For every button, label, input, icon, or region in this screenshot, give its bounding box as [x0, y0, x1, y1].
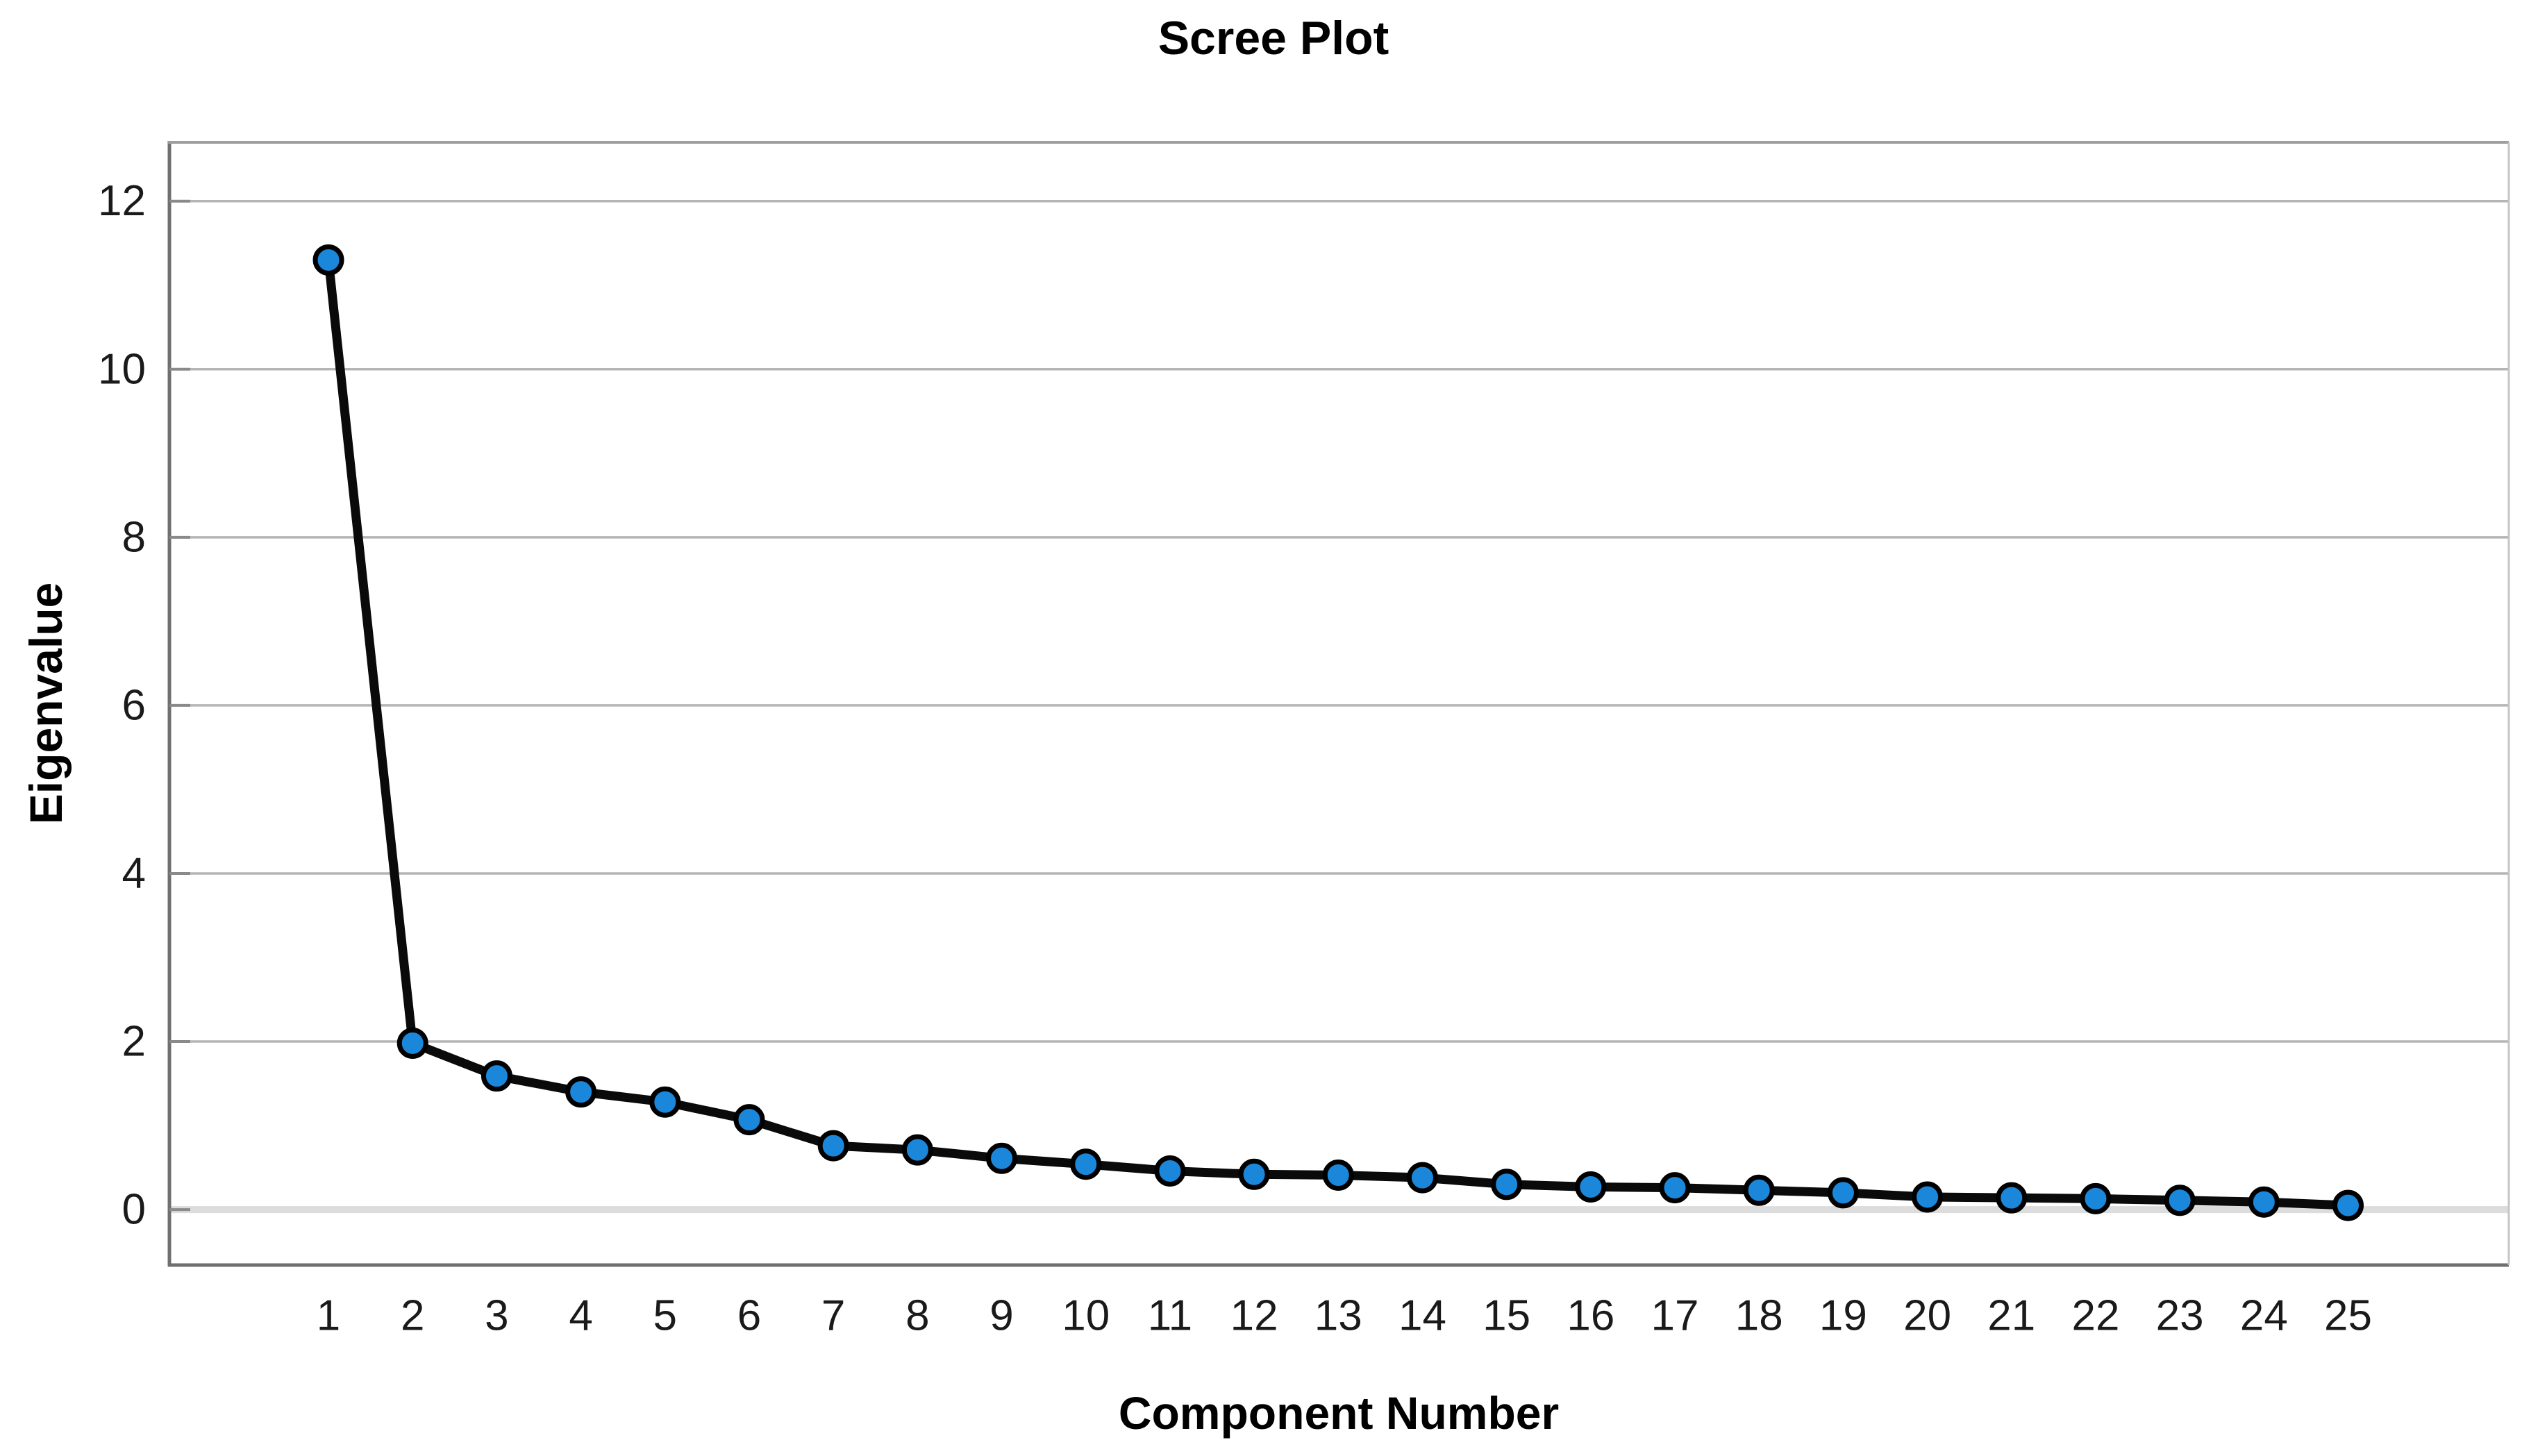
data-point-marker: [733, 1104, 765, 1136]
y-tick-label: 4: [122, 849, 146, 897]
x-tick-label: 14: [1398, 1292, 1446, 1340]
x-tick-label: 3: [485, 1292, 508, 1340]
chart-title: Scree Plot: [1158, 12, 1389, 65]
x-tick-label: 10: [1062, 1292, 1110, 1340]
data-point-marker: [1154, 1155, 1186, 1187]
x-tick-label: 21: [1987, 1292, 2035, 1340]
x-tick-label: 1: [317, 1292, 340, 1340]
x-tick-label: 11: [1148, 1292, 1192, 1340]
x-tick-label: 25: [2324, 1292, 2372, 1340]
data-point-marker: [2164, 1185, 2196, 1216]
data-point-marker: [1322, 1159, 1354, 1191]
x-axis-title: Component Number: [1119, 1387, 1559, 1439]
data-point-marker: [1996, 1182, 2028, 1214]
y-tick-label: 6: [122, 681, 146, 729]
x-tick-label: 13: [1314, 1292, 1362, 1340]
x-tick-label: 24: [2240, 1292, 2288, 1340]
data-point-marker: [312, 244, 344, 276]
data-line: [324, 255, 2353, 1210]
x-tick-label: 9: [989, 1292, 1013, 1340]
x-tick-label: 16: [1567, 1292, 1614, 1340]
x-tick-label: 22: [2071, 1292, 2119, 1340]
x-tick-label: 7: [821, 1292, 845, 1340]
y-tick-label: 0: [122, 1186, 146, 1234]
x-tick-label: 5: [653, 1292, 677, 1340]
x-tick-label: 15: [1483, 1292, 1530, 1340]
data-point-marker: [481, 1060, 512, 1092]
x-tick-label: 18: [1735, 1292, 1783, 1340]
data-point-marker: [1659, 1172, 1691, 1204]
data-point-marker: [2248, 1186, 2280, 1218]
data-point-marker: [2332, 1189, 2364, 1221]
x-tick-label: 17: [1651, 1292, 1699, 1340]
y-axis-title: Eigenvalue: [20, 583, 72, 824]
x-tick-label: 4: [569, 1292, 592, 1340]
data-point-marker: [1575, 1171, 1607, 1203]
data-point-marker: [1491, 1169, 1523, 1200]
x-tick-label: 8: [905, 1292, 929, 1340]
x-tick-label: 2: [401, 1292, 424, 1340]
x-tick-label: 20: [1903, 1292, 1951, 1340]
data-point-marker: [396, 1027, 428, 1059]
data-point-marker: [1743, 1174, 1775, 1206]
y-tick-label: 8: [122, 513, 146, 561]
x-tick-label: 12: [1230, 1292, 1278, 1340]
data-point-marker: [1827, 1177, 1859, 1209]
data-point-marker: [565, 1076, 597, 1108]
data-point-marker: [649, 1086, 681, 1118]
data-point-marker: [1070, 1148, 1102, 1180]
data-point-marker: [986, 1142, 1018, 1174]
x-tick-label: 23: [2156, 1292, 2204, 1340]
data-point-marker: [1406, 1162, 1438, 1194]
data-point-marker: [817, 1130, 849, 1162]
data-point-marker: [1238, 1158, 1270, 1190]
x-tick-label: 6: [737, 1292, 761, 1340]
data-point-marker: [1912, 1181, 1944, 1213]
data-point-marker: [901, 1134, 933, 1166]
y-tick-label: 10: [98, 345, 146, 393]
x-tick-label: 19: [1819, 1292, 1867, 1340]
y-tick-label: 12: [98, 177, 146, 225]
y-tick-label: 2: [122, 1018, 146, 1066]
data-point-marker: [2080, 1182, 2112, 1214]
